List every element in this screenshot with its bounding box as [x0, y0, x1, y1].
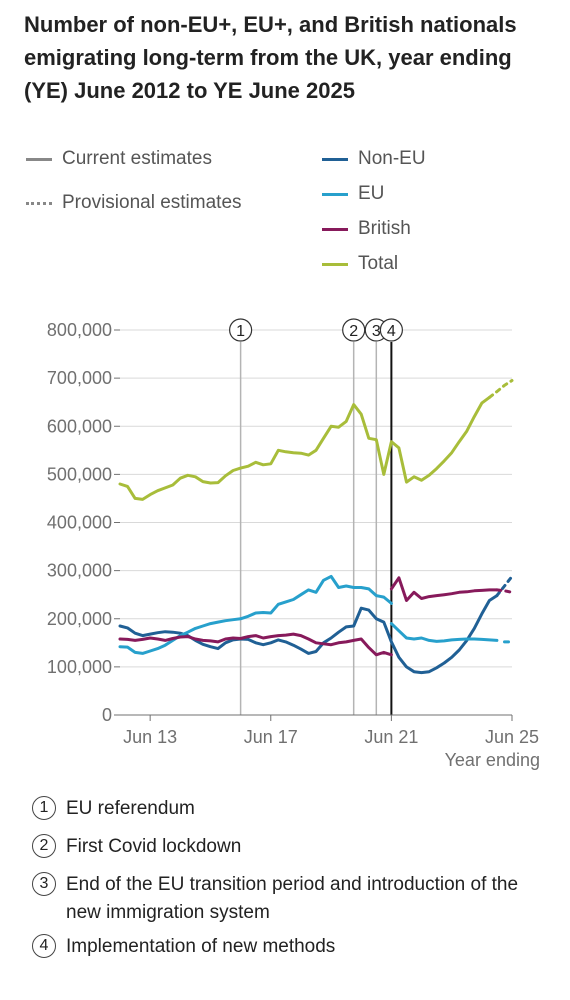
legend-provisional-label: Provisional estimates [62, 192, 242, 213]
legend-current: Current estimates [26, 148, 212, 170]
legend-total-label: Total [358, 253, 399, 274]
annotation-number: 2 [349, 323, 358, 340]
x-axis-label: Year ending [445, 750, 540, 770]
british-series-line [389, 576, 499, 602]
y-tick-label: 100,000 [47, 657, 112, 677]
legend-provisional: Provisional estimates [26, 192, 242, 214]
non-eu-swatch [322, 157, 348, 161]
y-tick-label: 700,000 [47, 368, 112, 388]
british-swatch [322, 227, 348, 231]
solid-line-swatch [26, 157, 52, 161]
note-1-number: 1 [32, 796, 56, 820]
annotation-marker [342, 318, 366, 342]
british-series-line [118, 632, 393, 657]
y-tick-label: 400,000 [47, 513, 112, 533]
total-swatch [322, 262, 348, 266]
non-eu-series-line [118, 594, 499, 675]
y-tick-label: 600,000 [47, 416, 112, 436]
annotation-number: 3 [372, 323, 381, 340]
y-tick-label: 300,000 [47, 561, 112, 581]
eu-series-line [389, 622, 499, 643]
note-4: 4 Implementation of new methods [32, 933, 542, 961]
legend-eu-label: EU [358, 183, 385, 204]
x-tick-label: Jun 13 [123, 727, 177, 747]
note-4-number: 4 [32, 934, 56, 958]
legend-non-eu: Non-EU [322, 148, 426, 170]
x-tick-label: Jun 25 [485, 727, 539, 747]
note-2: 2 First Covid lockdown [32, 833, 542, 861]
annotation-number: 1 [236, 323, 245, 340]
y-tick-label: 0 [102, 705, 112, 725]
british-provisional-line [495, 588, 514, 594]
note-2-number: 2 [32, 834, 56, 858]
y-tick-label: 200,000 [47, 609, 112, 629]
chart-title: Number of non-EU+, EU+, and British nati… [24, 12, 517, 103]
note-2-text: First Covid lockdown [66, 836, 242, 857]
legend-british-label: British [358, 218, 411, 239]
total-series-line [118, 395, 491, 501]
dotted-line-swatch [26, 201, 52, 205]
legend-total: Total [322, 253, 398, 275]
note-1-text: EU referendum [66, 798, 195, 819]
legend-eu: EU [322, 183, 384, 205]
annotation-marker [379, 318, 403, 342]
legend-current-label: Current estimates [62, 148, 212, 169]
y-tick-label: 800,000 [47, 320, 112, 340]
y-tick-label: 500,000 [47, 464, 112, 484]
note-3: 3 End of the EU transition period and in… [32, 871, 542, 927]
legend-non-eu-label: Non-EU [358, 148, 426, 169]
eu-series-line [118, 574, 393, 655]
note-3-number: 3 [32, 872, 56, 896]
x-tick-label: Jun 17 [244, 727, 298, 747]
annotation-number: 4 [387, 323, 396, 340]
eu-swatch [322, 192, 348, 196]
note-3-text: End of the EU transition period and intr… [66, 874, 519, 923]
note-1: 1 EU referendum [32, 795, 542, 823]
annotation-marker [229, 318, 253, 342]
x-tick-label: Jun 21 [364, 727, 418, 747]
legend-british: British [322, 218, 411, 240]
total-provisional-line [487, 379, 514, 399]
note-4-text: Implementation of new methods [66, 936, 336, 957]
non-eu-provisional-line [495, 574, 514, 598]
